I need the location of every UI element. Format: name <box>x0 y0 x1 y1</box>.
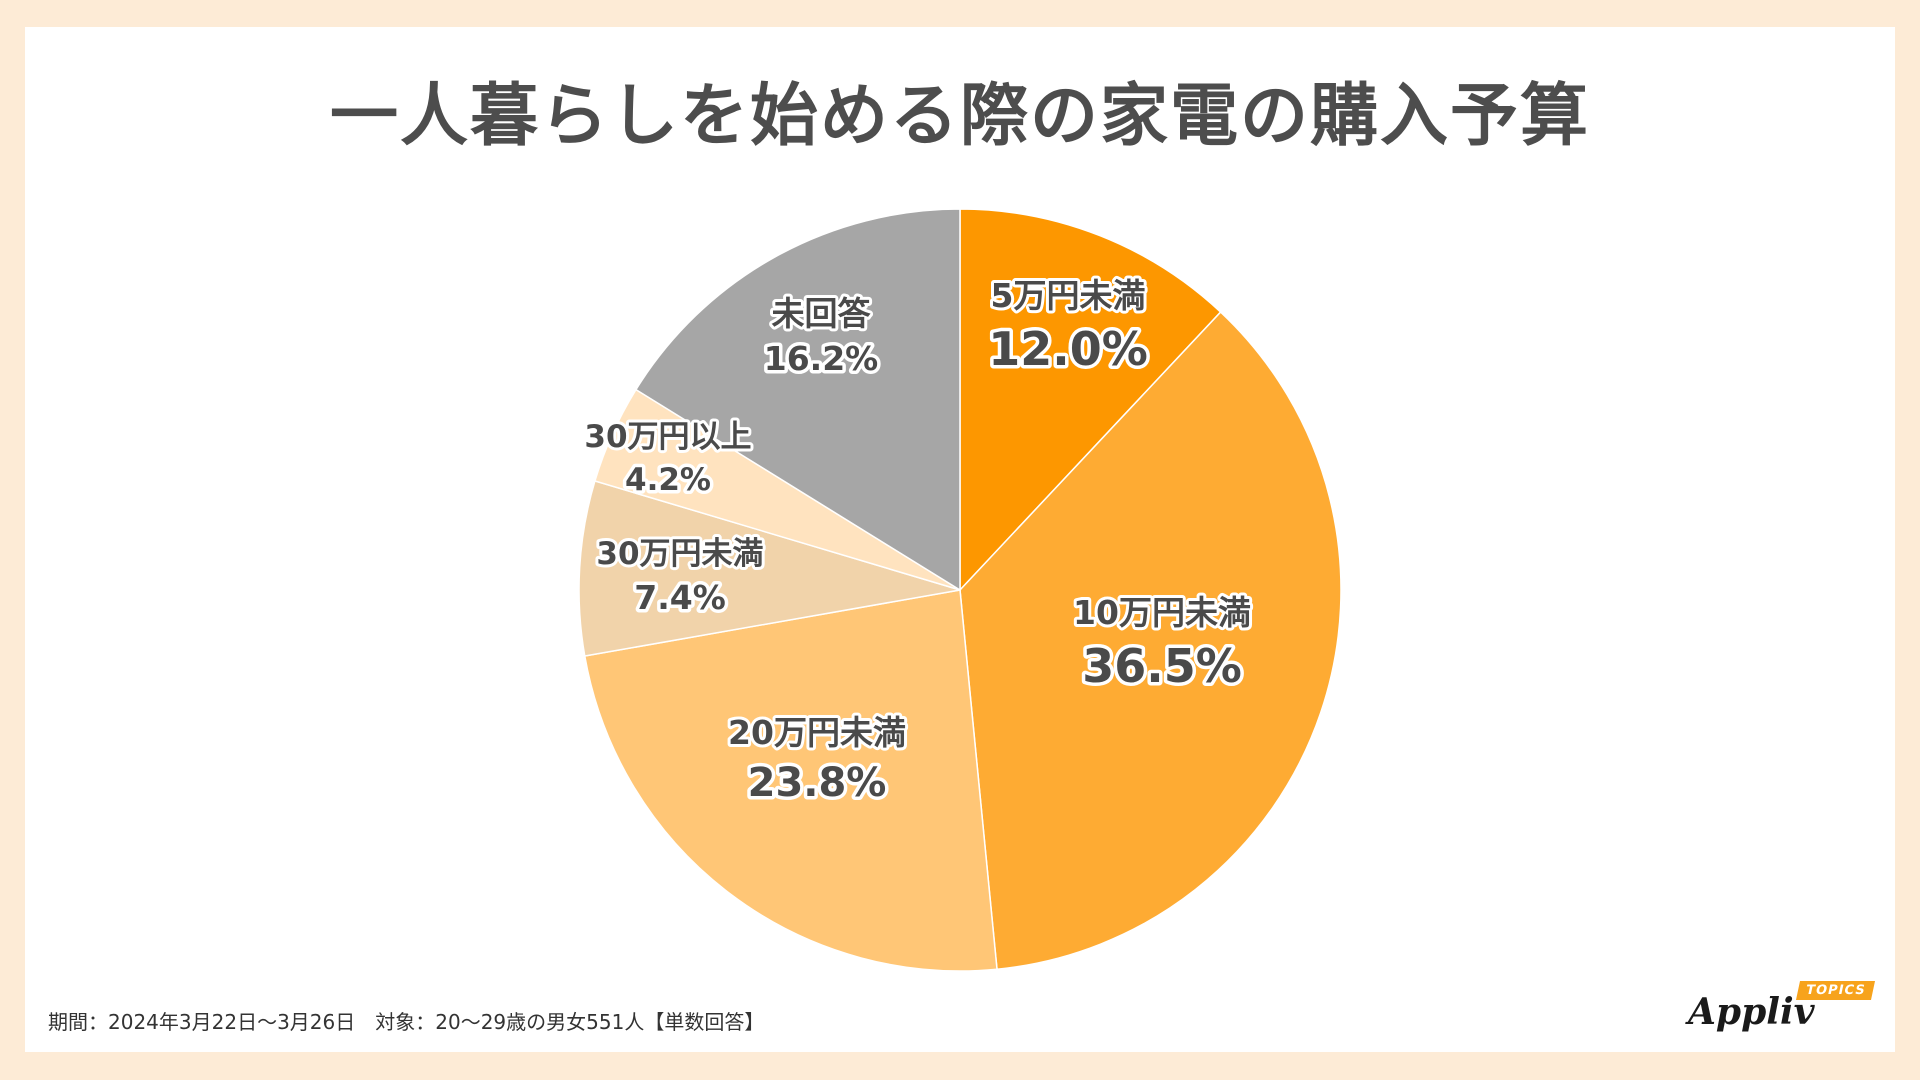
slice-label-3: 20万円未満 <box>728 713 906 752</box>
survey-footnote: 期間：2024年3月22日～3月26日 対象：20～29歳の男女551人【単数回… <box>48 1010 765 1034</box>
pie-slice-6 <box>634 208 961 592</box>
chart-title: 一人暮らしを始める際の家電の購入予算 <box>329 77 1590 156</box>
slice-label-4: 30万円未満 <box>596 536 763 572</box>
pie-slice-3 <box>583 589 998 972</box>
slice-value-2: 36.5% <box>1082 639 1242 693</box>
logo-badge: TOPICS <box>1795 981 1876 1000</box>
slice-value-5: 4.2% <box>625 462 711 498</box>
pie-slice-2 <box>959 311 1342 971</box>
slice-label-6: 未回答 <box>772 294 872 333</box>
pie-slice-4 <box>578 480 961 657</box>
slice-label-1: 5万円未満 <box>991 276 1146 315</box>
slice-value-4: 7.4% <box>634 578 726 617</box>
logo-name: Appliv <box>1688 991 1815 1033</box>
slice-label-5: 30万円以上 <box>584 419 751 455</box>
appliv-logo: Appliv TOPICS <box>1680 975 1876 1035</box>
slice-value-3: 23.8% <box>748 760 887 806</box>
slice-value-1: 12.0% <box>988 322 1148 376</box>
slice-value-6: 16.2% <box>764 339 879 378</box>
pie-slice-1 <box>959 208 1222 592</box>
slice-label-2: 10万円未満 <box>1073 593 1251 632</box>
